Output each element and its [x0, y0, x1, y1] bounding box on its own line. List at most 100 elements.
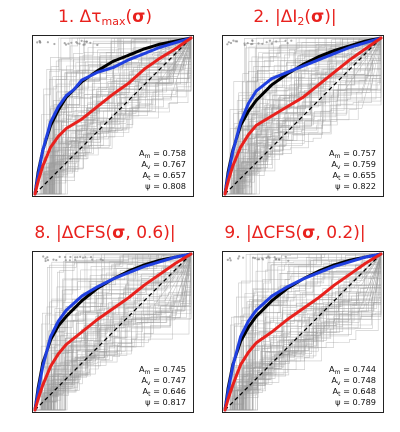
stat-line: At = 0.648: [333, 386, 376, 398]
stat-line: ψ = 0.789: [335, 397, 376, 407]
panel-title: 2. |ΔI2(σ)|: [253, 7, 337, 28]
background-curve: [35, 37, 192, 195]
background-marker: [286, 42, 289, 45]
plot-area: Am = 0.758 Av = 0.767 At = 0.657 ψ = 0.808: [32, 35, 194, 197]
stat-label: A: [139, 364, 145, 374]
stat-value: = 0.822: [340, 181, 376, 191]
chart-panel-8: 8. |ΔCFS(σ, 0.6)| Am = 0.745 Av = 0.747 At…: [10, 218, 200, 428]
background-curve: [35, 253, 192, 411]
background-curve: [35, 253, 191, 411]
background-curve: [35, 37, 192, 195]
background-curve: [225, 254, 382, 411]
background-marker: [74, 258, 77, 261]
background-curve: [35, 253, 192, 411]
background-marker: [96, 43, 99, 47]
background-curve: [35, 37, 192, 195]
background-marker: [284, 255, 287, 258]
stat-value: = 0.767: [150, 159, 186, 169]
stat-value: = 0.758: [150, 148, 186, 158]
stat-label: ψ: [145, 397, 150, 407]
stat-sub: t: [148, 175, 151, 182]
stat-line: ψ = 0.808: [145, 181, 186, 191]
background-marker: [46, 259, 50, 262]
background-marker: [253, 257, 257, 260]
background-marker: [74, 256, 77, 259]
background-marker: [75, 41, 78, 44]
background-marker: [44, 259, 47, 263]
background-curve: [225, 37, 382, 195]
background-curve: [225, 253, 382, 411]
diagonal-reference-line: [224, 37, 382, 195]
background-marker: [284, 39, 287, 42]
stat-sub: m: [145, 153, 151, 160]
background-curve: [35, 37, 192, 195]
plot-frame: [32, 251, 194, 413]
background-curve: [225, 253, 381, 411]
stat-value: = 0.808: [150, 181, 186, 191]
background-curves: [225, 253, 382, 411]
background-marker: [237, 257, 240, 260]
panel-title: 8. |ΔCFS(σ, 0.6)|: [34, 223, 176, 243]
background-marker: [69, 255, 72, 259]
stat-value: = 0.745: [150, 364, 186, 374]
background-marker: [261, 258, 265, 261]
background-curve: [225, 253, 382, 411]
background-marker: [270, 42, 273, 45]
background-curve: [225, 37, 382, 195]
stat-value: = 0.817: [150, 397, 186, 407]
stat-value: = 0.757: [340, 148, 376, 158]
background-curve: [35, 253, 191, 411]
background-marker: [261, 42, 264, 45]
background-marker: [64, 43, 68, 46]
background-marker: [67, 42, 70, 45]
stat-line: Av = 0.747: [141, 375, 186, 387]
series-line-red: [33, 36, 193, 196]
plot-frame: [222, 35, 384, 197]
stat-line: At = 0.655: [333, 170, 376, 182]
background-marker: [46, 256, 49, 259]
background-curve: [35, 37, 192, 195]
background-marker: [44, 257, 47, 260]
stat-label: A: [329, 364, 335, 374]
background-curve: [35, 37, 192, 195]
stat-value: = 0.646: [150, 386, 186, 396]
background-marker: [229, 259, 232, 262]
chart-panel-2: 2. |ΔI2(σ)| Am = 0.757 Av = 0.759 At = 0.6…: [200, 2, 390, 212]
background-curve: [35, 37, 192, 195]
background-curve: [225, 254, 382, 411]
background-marker: [83, 43, 86, 46]
background-curve: [35, 37, 192, 195]
background-curve: [225, 37, 382, 195]
stat-line: Av = 0.767: [141, 159, 186, 171]
background-marker: [89, 41, 92, 44]
background-marker: [273, 256, 276, 259]
background-curve: [225, 253, 382, 411]
background-marker: [52, 258, 55, 261]
background-marker: [91, 258, 94, 261]
background-curve: [35, 37, 192, 195]
panel-title: 1. Δτmax(σ): [58, 7, 152, 28]
stat-line: Av = 0.759: [331, 159, 376, 171]
stat-label: A: [143, 386, 149, 396]
background-curve: [35, 37, 191, 195]
diagonal-reference-line: [224, 253, 382, 411]
background-marker: [85, 40, 88, 43]
background-marker: [81, 256, 85, 259]
stat-sub: t: [338, 175, 341, 182]
background-marker: [84, 256, 87, 259]
stat-sub: t: [148, 391, 151, 398]
background-curve: [225, 37, 382, 195]
series-line-blue: [33, 252, 193, 412]
plot-area: Am = 0.744 Av = 0.748 At = 0.648 ψ = 0.789: [222, 251, 384, 413]
background-marker: [232, 39, 235, 42]
series-line-blue: [33, 36, 193, 196]
background-marker: [265, 256, 268, 259]
background-marker: [38, 40, 41, 43]
stat-sub: v: [337, 164, 341, 171]
stat-value: = 0.655: [340, 170, 376, 180]
background-curve: [35, 254, 192, 411]
background-curve: [225, 253, 382, 411]
series-line-blue: [223, 36, 383, 196]
background-curve: [225, 254, 382, 411]
background-marker: [36, 41, 39, 44]
